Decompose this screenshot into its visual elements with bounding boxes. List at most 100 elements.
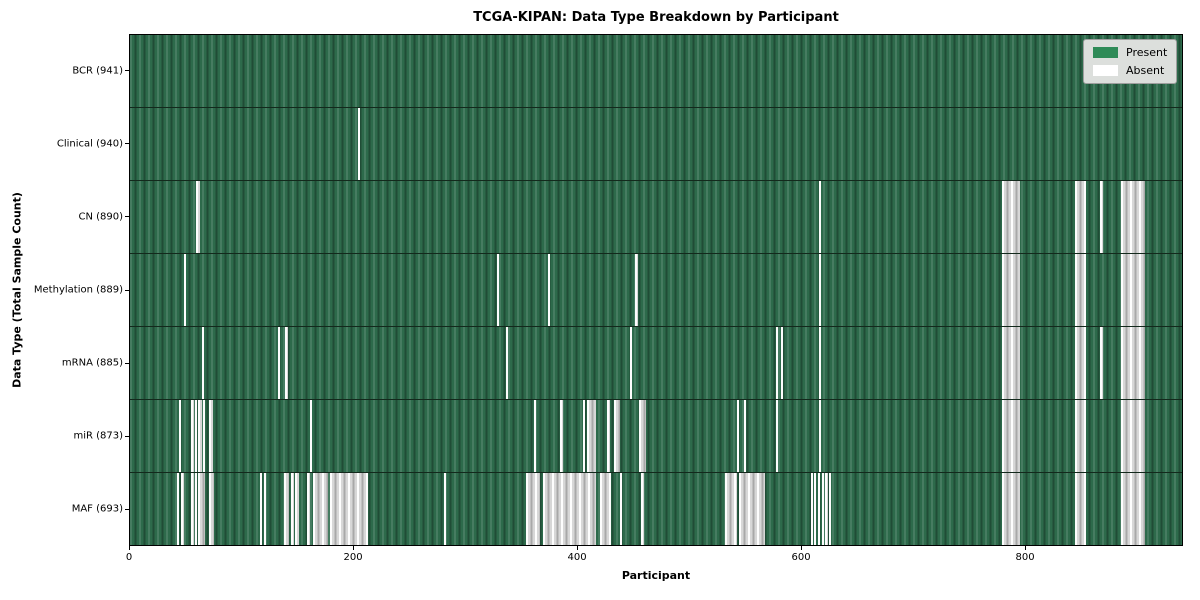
absent-block (825, 473, 828, 545)
absent-block (542, 473, 597, 545)
absent-block (1100, 327, 1103, 399)
absent-block (1100, 181, 1103, 253)
x-tick-label: 800 (1015, 552, 1035, 563)
y-tick-label: CN (890) (78, 211, 123, 223)
absent-block (285, 327, 288, 399)
absent-block (505, 327, 508, 399)
absent-block (619, 473, 622, 545)
legend: Present Absent (1083, 39, 1178, 84)
absent-block (582, 400, 585, 472)
absent-block (1074, 254, 1086, 326)
absent-block (776, 327, 779, 399)
plot-area (129, 34, 1183, 546)
absent-block (1120, 400, 1146, 472)
absent-block (640, 473, 645, 545)
x-tick-mark (801, 546, 803, 550)
absent-block (259, 473, 262, 545)
heatmap-row-maf (130, 473, 1182, 545)
absent-block (1120, 254, 1146, 326)
legend-label-present: Present (1126, 46, 1168, 59)
absent-block (828, 473, 831, 545)
absent-block (614, 400, 620, 472)
x-tick-mark (1025, 546, 1027, 550)
absent-block (814, 473, 817, 545)
absent-block (1074, 181, 1086, 253)
absent-block (264, 473, 267, 545)
absent-block (560, 400, 563, 472)
absent-block (780, 327, 783, 399)
absent-block (444, 473, 447, 545)
absent-block (525, 473, 541, 545)
x-tick-label: 400 (567, 552, 587, 563)
y-tick-label: BCR (941) (72, 65, 123, 77)
absent-block (743, 400, 746, 472)
absent-block (822, 473, 825, 545)
legend-item-absent: Absent (1093, 64, 1167, 77)
absent-block (818, 254, 821, 326)
absent-block (496, 254, 499, 326)
x-tick-mark (129, 546, 130, 550)
absent-block (629, 327, 632, 399)
absent-block (209, 473, 214, 545)
x-axis-title: Participant (621, 569, 691, 582)
absent-block (330, 473, 369, 545)
absent-block (176, 473, 180, 545)
y-tick-mark (125, 289, 129, 291)
absent-block (191, 473, 194, 545)
absent-block (306, 473, 310, 545)
y-tick-mark (125, 216, 129, 218)
absent-block (1002, 254, 1020, 326)
absent-block (607, 400, 610, 472)
y-tick-label: miR (873) (73, 430, 123, 442)
absent-block (202, 400, 205, 472)
absent-block (818, 181, 821, 253)
absent-block (1120, 327, 1146, 399)
absent-block (181, 473, 184, 545)
absent-block (1002, 181, 1020, 253)
y-tick-mark (125, 435, 129, 437)
x-tick-mark (353, 546, 355, 550)
y-tick-label: Clinical (940) (56, 138, 123, 150)
absent-block (1074, 473, 1086, 545)
absent-block (817, 473, 820, 545)
heatmap-row-cn (130, 181, 1182, 254)
absent-block (818, 400, 821, 472)
x-tick-mark (577, 546, 579, 550)
heatmap-row-bcr (130, 35, 1182, 108)
x-tick-label: 200 (343, 552, 363, 563)
y-tick-mark (125, 362, 129, 364)
absent-swatch-icon (1093, 65, 1118, 76)
y-tick-mark (125, 143, 129, 145)
y-tick-label: MAF (693) (71, 503, 123, 515)
absent-block (533, 400, 536, 472)
heatmap-row-mrna (130, 327, 1182, 400)
y-tick-mark (125, 508, 129, 510)
absent-block (1074, 327, 1086, 399)
absent-block (277, 327, 280, 399)
y-tick-label: Methylation (889) (33, 284, 123, 296)
absent-block (548, 254, 551, 326)
absent-block (635, 254, 638, 326)
legend-label-absent: Absent (1126, 64, 1165, 77)
heatmap-row-mir (130, 400, 1182, 473)
present-swatch-icon (1093, 47, 1118, 58)
absent-block (358, 108, 361, 180)
absent-block (179, 400, 182, 472)
absent-block (198, 400, 202, 472)
absent-block (313, 473, 328, 545)
absent-block (739, 473, 765, 545)
absent-block (194, 473, 198, 545)
absent-block (183, 254, 186, 326)
absent-block (209, 400, 213, 472)
absent-block (587, 400, 597, 472)
absent-block (195, 181, 201, 253)
absent-block (1002, 473, 1020, 545)
absent-block (1002, 327, 1020, 399)
absent-block (295, 473, 299, 545)
heatmap-row-clinical (130, 108, 1182, 181)
absent-block (776, 400, 779, 472)
legend-item-present: Present (1093, 46, 1167, 59)
absent-block (724, 473, 738, 545)
x-tick-label: 600 (791, 552, 811, 563)
